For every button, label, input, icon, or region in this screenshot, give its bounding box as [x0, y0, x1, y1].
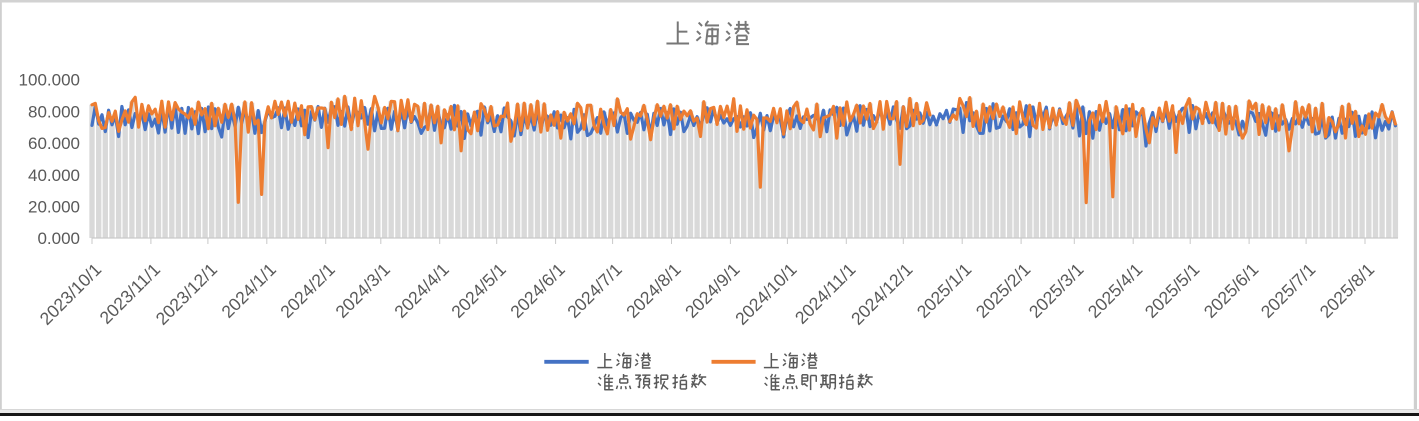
svg-text:80.000: 80.000	[28, 102, 80, 121]
svg-text:20.000: 20.000	[28, 198, 80, 217]
svg-text:60.000: 60.000	[28, 134, 80, 153]
svg-text:0.000: 0.000	[37, 229, 80, 248]
svg-text:40.000: 40.000	[28, 166, 80, 185]
svg-text:100.000: 100.000	[19, 71, 80, 90]
